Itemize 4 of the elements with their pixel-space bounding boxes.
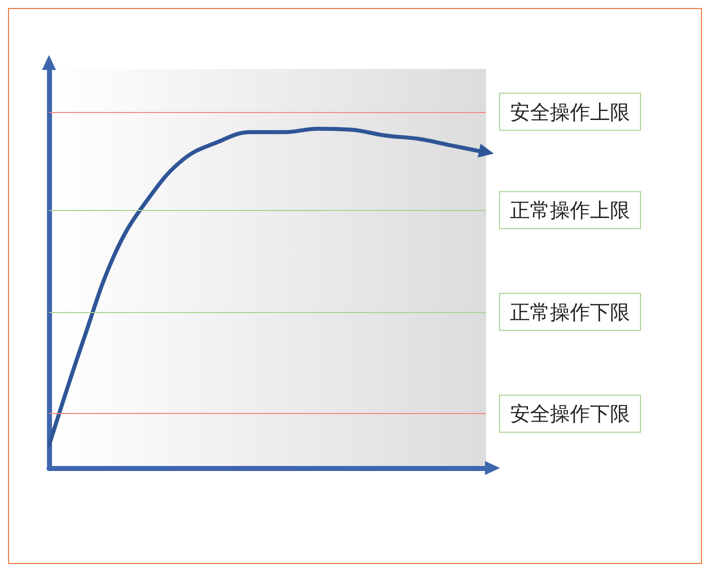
ref-line-label: 正常操作下限 xyxy=(510,300,630,324)
ref-line-label: 正常操作上限 xyxy=(510,198,630,222)
ref-line-label: 安全操作上限 xyxy=(510,100,630,124)
ref-line-label: 安全操作下限 xyxy=(510,402,630,426)
